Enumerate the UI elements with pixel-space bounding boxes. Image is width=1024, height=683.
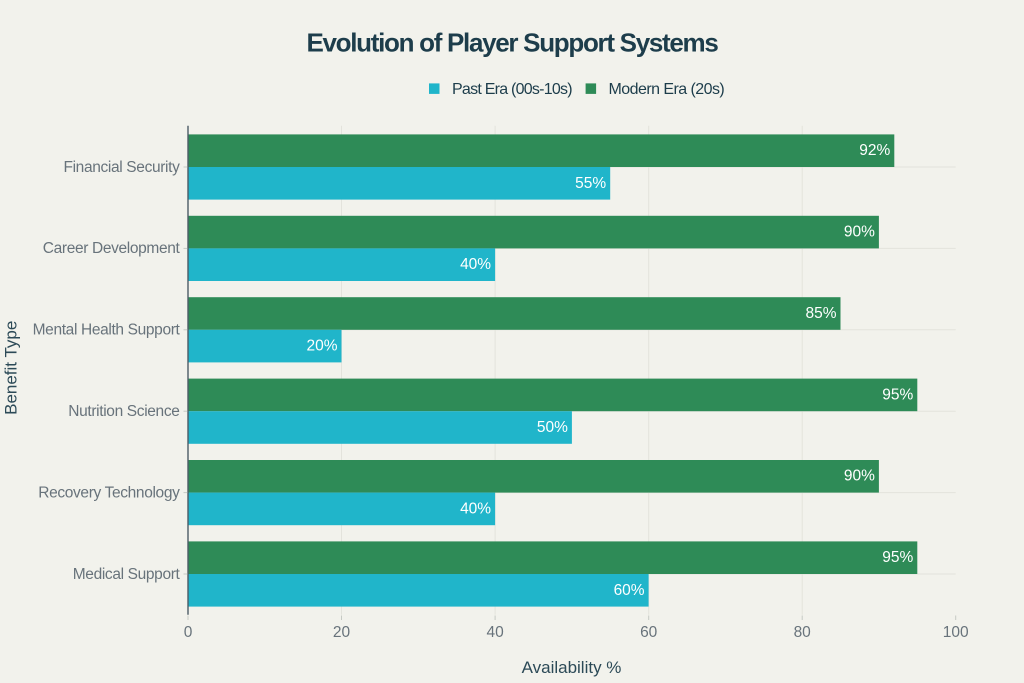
svg-text:Financial Security: Financial Security: [63, 159, 180, 176]
svg-text:80: 80: [794, 624, 812, 641]
svg-text:40%: 40%: [460, 500, 491, 517]
svg-text:40: 40: [486, 624, 504, 641]
svg-text:85%: 85%: [805, 305, 836, 322]
svg-text:Career Development: Career Development: [43, 240, 181, 257]
svg-text:Mental Health Support: Mental Health Support: [33, 322, 181, 339]
svg-text:Evolution of Player Support Sy: Evolution of Player Support Systems: [306, 28, 718, 58]
svg-text:95%: 95%: [882, 386, 913, 403]
svg-text:55%: 55%: [575, 175, 606, 192]
svg-text:90%: 90%: [844, 224, 875, 241]
svg-text:60: 60: [640, 624, 658, 641]
svg-text:95%: 95%: [882, 549, 913, 566]
svg-text:Modern Era (20s): Modern Era (20s): [609, 81, 725, 98]
svg-text:Recovery Technology: Recovery Technology: [38, 484, 180, 501]
svg-text:90%: 90%: [844, 468, 875, 485]
svg-text:Availability %: Availability %: [522, 658, 622, 677]
svg-text:Benefit Type: Benefit Type: [2, 321, 21, 415]
svg-text:Medical Support: Medical Support: [73, 566, 181, 583]
svg-text:100: 100: [943, 624, 969, 641]
svg-text:20%: 20%: [306, 338, 337, 355]
svg-text:60%: 60%: [614, 582, 645, 599]
svg-text:Nutrition Science: Nutrition Science: [68, 403, 179, 420]
svg-text:92%: 92%: [859, 142, 890, 159]
svg-text:50%: 50%: [537, 419, 568, 436]
svg-text:20: 20: [333, 624, 351, 641]
svg-text:40%: 40%: [460, 256, 491, 273]
svg-text:Past Era (00s-10s): Past Era (00s-10s): [452, 81, 572, 98]
svg-text:0: 0: [184, 624, 193, 641]
